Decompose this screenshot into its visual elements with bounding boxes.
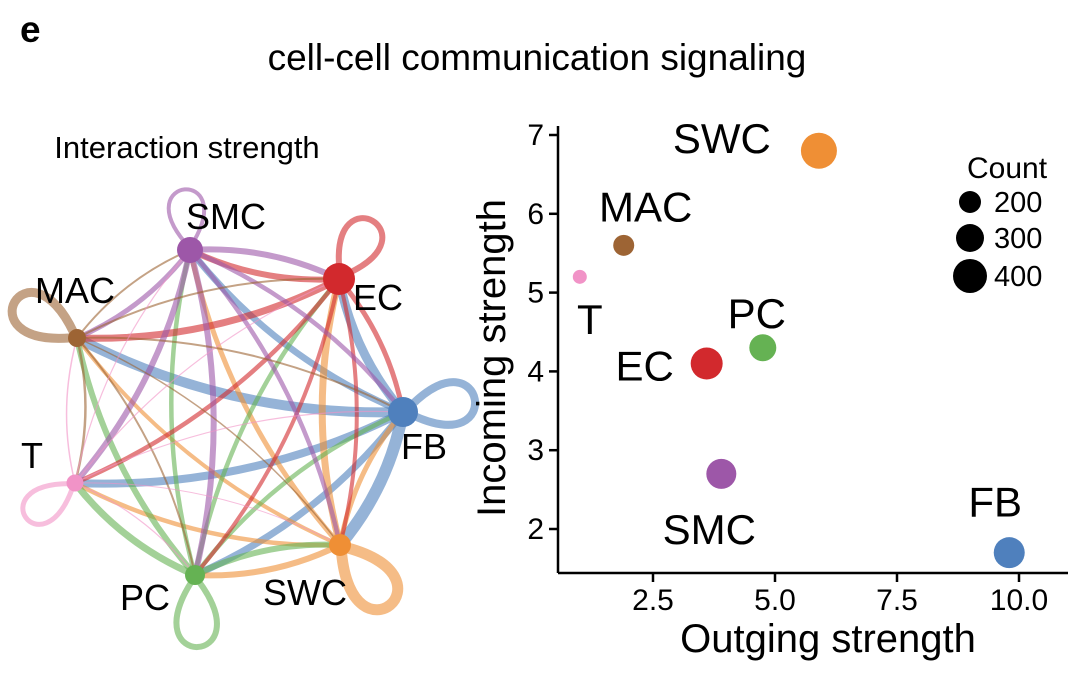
scatter-point-T bbox=[572, 269, 587, 284]
network-edge-T-FB bbox=[74, 410, 404, 484]
legend-dot-200 bbox=[959, 191, 981, 213]
size-legend: Count 200 300 400 bbox=[953, 152, 1048, 293]
network-node-label-MAC: MAC bbox=[35, 270, 115, 311]
legend-label-300: 300 bbox=[994, 223, 1042, 255]
scatter-points bbox=[572, 132, 1025, 569]
network-node-label-SWC: SWC bbox=[263, 572, 347, 613]
network-edge-MAC-FB bbox=[76, 336, 404, 413]
network-node-FB bbox=[388, 397, 418, 427]
scatter-point-SMC bbox=[706, 458, 737, 489]
network-node-SWC bbox=[329, 534, 351, 556]
scatter-point-SWC bbox=[800, 132, 837, 169]
scatter-point-EC bbox=[690, 347, 723, 380]
y-tick-label: 7 bbox=[527, 119, 544, 152]
network-node-label-PC: PC bbox=[120, 577, 170, 618]
network-edges bbox=[7, 187, 480, 650]
network-selfloop-SWC bbox=[336, 542, 404, 616]
network-title: Interaction strength bbox=[54, 130, 319, 165]
network-selfloop-MAC bbox=[7, 287, 79, 343]
network-node-MAC bbox=[68, 329, 86, 347]
network-edge-PC-T bbox=[71, 479, 199, 579]
scatter-point-MAC bbox=[613, 234, 635, 256]
network-node-label-T: T bbox=[21, 435, 43, 476]
scatter-point-FB bbox=[993, 537, 1025, 569]
scatter-point-label-SWC: SWC bbox=[673, 115, 771, 162]
network-selfloop-PC bbox=[173, 578, 220, 650]
network-edge-MAC-EC bbox=[76, 277, 340, 339]
network-edge-T-MAC bbox=[65, 337, 78, 484]
scatter-point-labels: T MAC EC PC SMC SWC FB bbox=[577, 115, 1022, 553]
network-node-PC bbox=[185, 565, 205, 585]
network-selfloop-T bbox=[20, 481, 75, 527]
network-edge-FB-SWC bbox=[334, 406, 409, 551]
y-tick-label: 6 bbox=[527, 198, 544, 231]
network-selfloop-FB bbox=[407, 378, 480, 429]
network-selfloop-SMC bbox=[166, 187, 207, 245]
network-edge-PC-MAC bbox=[74, 335, 198, 578]
scatter-point-label-SMC: SMC bbox=[663, 506, 756, 553]
network-edge-T-PC bbox=[74, 482, 196, 576]
y-tick-label: 5 bbox=[527, 277, 544, 310]
y-tick-label: 4 bbox=[527, 355, 544, 388]
legend-label-200: 200 bbox=[994, 187, 1042, 219]
y-tick-label: 2 bbox=[527, 513, 544, 546]
network-nodes bbox=[66, 237, 418, 585]
scatter-point-label-EC: EC bbox=[616, 343, 674, 390]
legend-title: Count bbox=[967, 152, 1048, 185]
network-edge-T-SMC bbox=[74, 249, 191, 484]
network-node-label-SMC: SMC bbox=[186, 196, 266, 237]
network-edge-SWC-PC bbox=[192, 542, 343, 579]
network-edge-T-SWC bbox=[74, 482, 341, 546]
network-selfloop-EC bbox=[335, 215, 386, 277]
y-axis-label: Incoming strength bbox=[470, 199, 514, 517]
legend-dot-400 bbox=[953, 259, 987, 293]
scatter-point-label-T: T bbox=[577, 296, 603, 343]
x-tick-label: 7.5 bbox=[876, 584, 918, 617]
panel-letter: e bbox=[20, 9, 41, 50]
network-edge-EC-PC bbox=[193, 277, 341, 577]
network-edge-SMC-EC bbox=[187, 246, 342, 282]
scatter-point-PC bbox=[749, 334, 777, 362]
network-node-label-EC: EC bbox=[353, 277, 403, 318]
x-axis-label: Outging strength bbox=[680, 617, 976, 661]
x-tick-label: 10.0 bbox=[990, 584, 1048, 617]
figure-title: cell-cell communication signaling bbox=[268, 37, 807, 78]
x-tick-label: 5.0 bbox=[754, 584, 796, 617]
network-node-EC bbox=[323, 263, 355, 295]
network-edge-MAC-PC bbox=[76, 337, 196, 576]
network-edge-T-EC bbox=[74, 278, 340, 484]
network-edge-SMC-FB bbox=[187, 247, 406, 415]
network-node-labels: SMC EC MAC FB T PC SWC bbox=[21, 196, 447, 618]
network-edge-PC-SWC bbox=[192, 541, 343, 578]
y-tick-label: 3 bbox=[527, 434, 544, 467]
x-tick-label: 2.5 bbox=[632, 584, 674, 617]
network-edge-EC-FB bbox=[336, 276, 406, 415]
legend-dot-300 bbox=[956, 224, 984, 252]
legend-label-400: 400 bbox=[994, 261, 1042, 293]
scatter-point-label-MAC: MAC bbox=[599, 183, 692, 230]
network-node-label-FB: FB bbox=[401, 426, 447, 467]
scatter-point-label-PC: PC bbox=[728, 290, 786, 337]
scatter-point-label-FB: FB bbox=[968, 479, 1022, 526]
network-edge-SMC-SWC bbox=[187, 247, 343, 548]
network-edge-MAC-SMC bbox=[76, 249, 191, 339]
network-node-T bbox=[66, 474, 84, 492]
scatter-axes: 2 3 4 5 6 7 2.5 5.0 7.5 10.0 bbox=[527, 119, 1068, 617]
network-node-SMC bbox=[177, 237, 203, 263]
